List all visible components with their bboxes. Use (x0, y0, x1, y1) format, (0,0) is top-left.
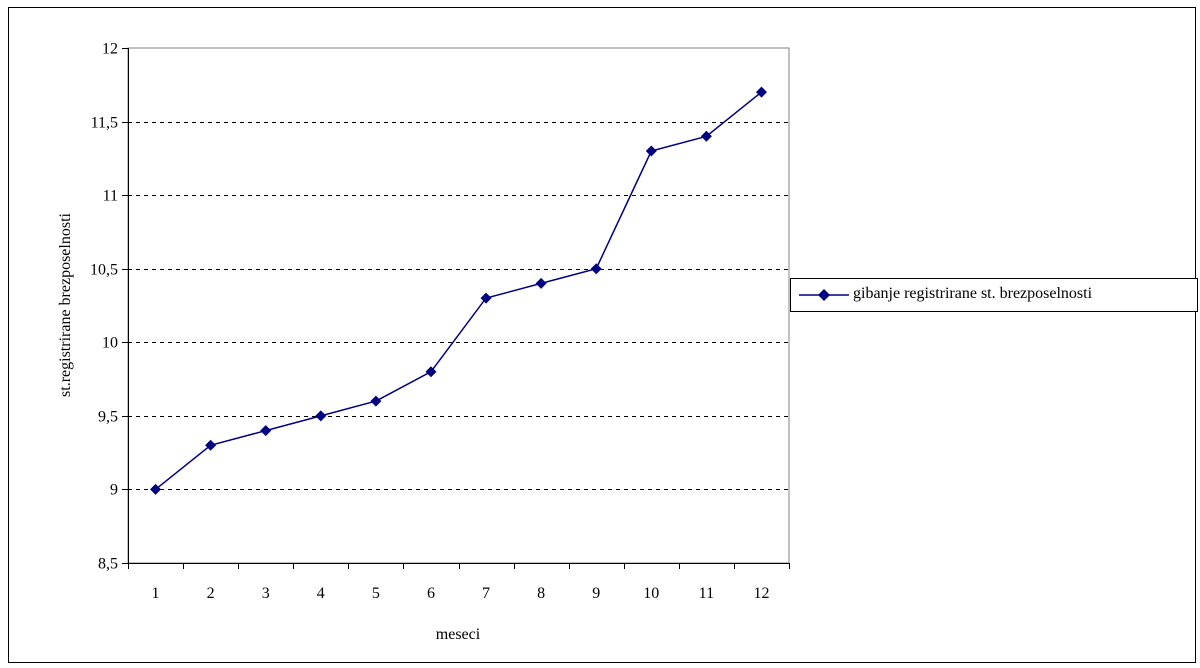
data-point (535, 277, 547, 289)
data-point (755, 86, 767, 98)
y-tick-label: 9,5 (98, 409, 118, 426)
data-point (700, 130, 712, 142)
x-tick-label: 4 (317, 585, 325, 602)
data-point (480, 292, 492, 304)
chart-area (8, 7, 1196, 663)
x-tick-label: 2 (207, 585, 215, 602)
y-tick-label: 10 (102, 335, 118, 352)
y-tick-label: 10,5 (90, 262, 118, 279)
x-tick-label: 8 (537, 585, 545, 602)
legend: gibanje registrirane st. brezposelnosti (790, 278, 1198, 312)
y-axis-title: st.registrirane brezposelnosti (57, 212, 74, 397)
data-point (260, 425, 272, 437)
x-tick-label: 5 (372, 585, 380, 602)
x-tick-label: 12 (753, 585, 769, 602)
y-tick-label: 12 (102, 41, 118, 58)
legend-swatch (799, 289, 849, 301)
series-line (155, 91, 762, 490)
x-tick-label: 10 (643, 585, 659, 602)
data-point (590, 263, 602, 275)
x-tick-label: 1 (152, 585, 160, 602)
y-tick-label: 8,5 (98, 556, 118, 573)
plot-area (127, 47, 790, 564)
x-axis-title: meseci (436, 626, 481, 643)
y-tick-label: 11,5 (91, 115, 118, 132)
y-tick-label: 11 (103, 188, 118, 205)
gridlines (128, 122, 789, 490)
y-tick-label: 9 (110, 482, 118, 499)
data-point (645, 145, 657, 157)
series-layer (150, 86, 767, 495)
data-point (370, 395, 382, 407)
x-tick-label: 6 (427, 585, 435, 602)
legend-label: gibanje registrirane st. brezposelnosti (853, 285, 1093, 302)
data-point (205, 439, 217, 451)
data-point (425, 366, 437, 378)
x-tick-label: 11 (699, 585, 714, 602)
x-tick-label: 9 (592, 585, 600, 602)
data-point (315, 410, 327, 422)
x-tick-label: 3 (262, 585, 270, 602)
x-tick-label: 7 (482, 585, 490, 602)
data-point (150, 483, 162, 495)
